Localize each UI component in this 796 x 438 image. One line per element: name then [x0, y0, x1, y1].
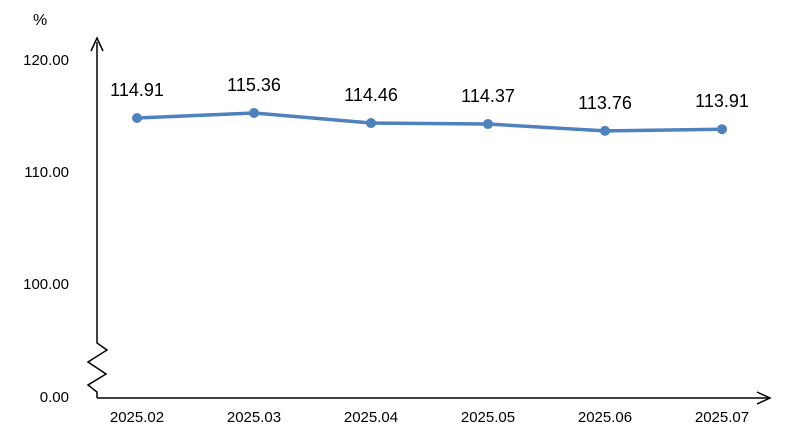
series-group: 114.91 115.36 114.46 114.37 113.76 113.91	[110, 75, 749, 136]
y-tick-label: 110.00	[24, 164, 69, 181]
series-line	[135, 111, 724, 133]
y-tick-label: 120.00	[23, 52, 69, 69]
y-axis-unit-label: %	[33, 12, 47, 29]
data-point	[249, 107, 259, 118]
x-tick-label: 2025.03	[227, 409, 281, 426]
y-axis-line	[86, 42, 109, 398]
y-tick-label: 0.00	[40, 389, 69, 406]
x-tick-label: 2025.04	[344, 409, 398, 426]
data-point	[366, 118, 376, 129]
x-tick-label: 2025.05	[461, 409, 515, 426]
data-label: 114.37	[461, 86, 515, 106]
x-tick-label: 2025.06	[578, 409, 632, 426]
x-axis-arrow	[756, 391, 772, 405]
data-point	[717, 124, 727, 135]
data-point	[483, 119, 493, 130]
y-axis-arrow	[90, 36, 104, 52]
data-label: 113.91	[695, 91, 749, 111]
x-tick-label: 2025.07	[695, 409, 749, 426]
data-point	[600, 125, 610, 136]
data-point	[132, 113, 142, 124]
x-axis-ticks: 2025.02 2025.03 2025.04 2025.05 2025.06 2025.…	[110, 409, 749, 426]
data-label: 115.36	[227, 75, 281, 95]
data-label: 114.91	[110, 80, 164, 100]
data-label: 114.46	[344, 85, 398, 105]
y-axis-ticks: 0.00 100.00 110.00 120.00	[23, 52, 69, 406]
y-tick-label: 100.00	[23, 276, 69, 293]
x-tick-label: 2025.02	[110, 409, 164, 426]
data-label: 113.76	[578, 93, 632, 113]
